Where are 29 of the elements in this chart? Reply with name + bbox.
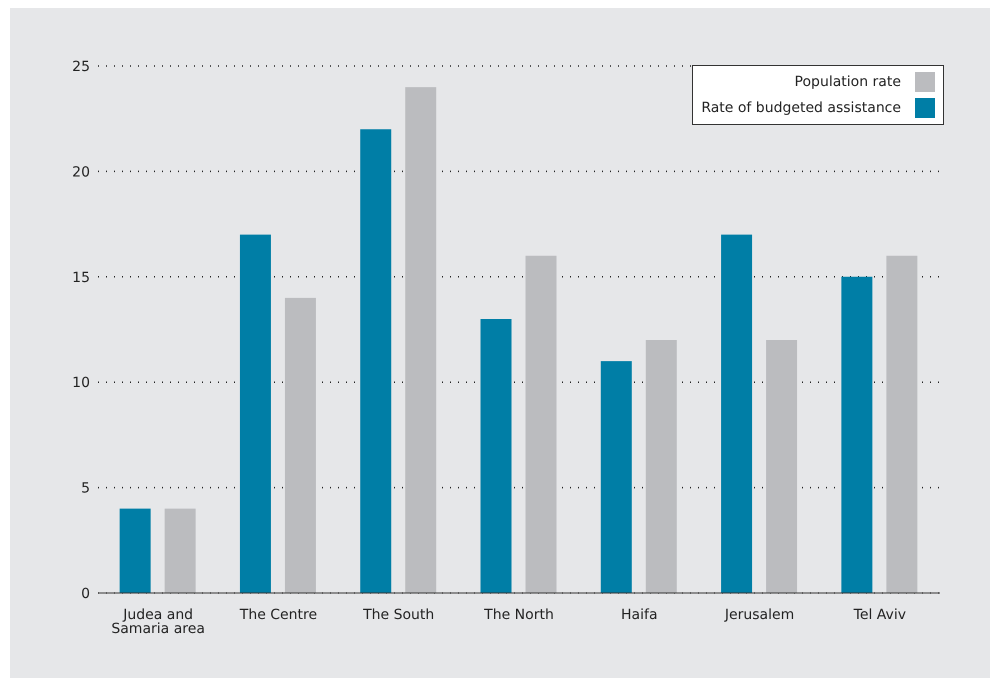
bar bbox=[480, 318, 512, 593]
y-tick-label: 15 bbox=[72, 270, 90, 286]
x-tick-label: The South bbox=[362, 606, 434, 623]
legend-label: Population rate bbox=[794, 74, 901, 90]
legend-label: Rate of budgeted assistance bbox=[701, 100, 901, 116]
bar bbox=[164, 508, 196, 593]
x-tick-label: Tel Aviv bbox=[852, 606, 906, 623]
y-tick-label: 25 bbox=[72, 58, 90, 75]
y-tick-label: 0 bbox=[81, 586, 90, 602]
x-tick-label: The Centre bbox=[238, 606, 318, 623]
bar bbox=[766, 340, 798, 593]
bar bbox=[600, 361, 632, 593]
x-tick-label: Jerusalem bbox=[724, 606, 794, 623]
y-tick-label: 20 bbox=[72, 164, 90, 180]
x-tick-label: Haifa bbox=[621, 606, 658, 623]
bar bbox=[360, 129, 392, 593]
y-tick-label: 10 bbox=[72, 375, 90, 392]
bar bbox=[284, 298, 316, 593]
y-tick-label: 5 bbox=[81, 480, 90, 497]
bar bbox=[646, 340, 677, 593]
x-tick-label: The North bbox=[483, 606, 554, 623]
bar bbox=[120, 508, 151, 593]
bar bbox=[526, 256, 557, 593]
bar bbox=[405, 87, 436, 593]
x-tick-label: Judea and Samaria area bbox=[111, 606, 205, 637]
bar bbox=[841, 276, 872, 593]
bar bbox=[240, 234, 271, 593]
bar bbox=[721, 234, 752, 593]
bar bbox=[886, 256, 918, 593]
